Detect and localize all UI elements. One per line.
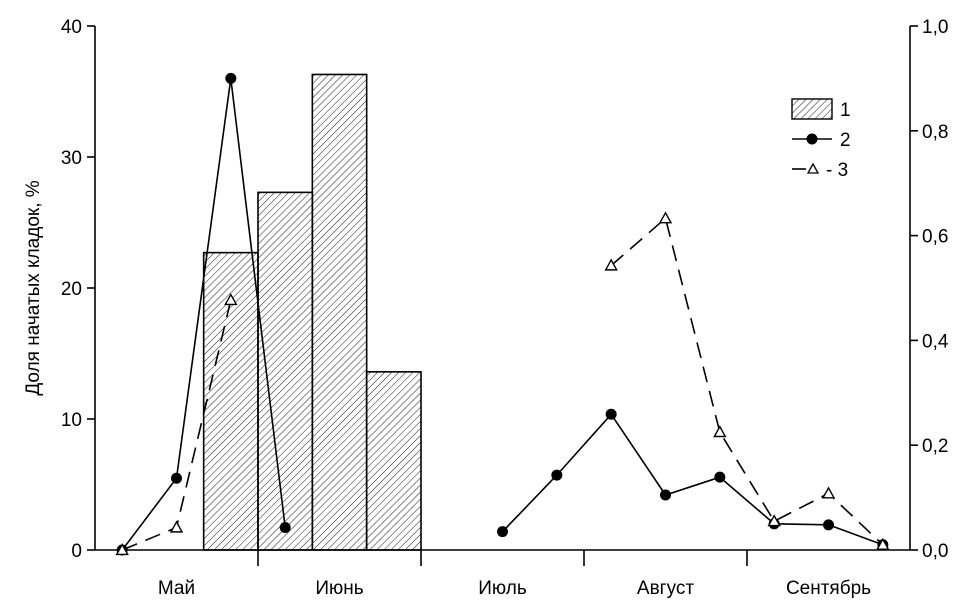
legend-label: - 3 <box>826 160 848 181</box>
series-2-point <box>497 526 508 538</box>
series-2-line <box>501 413 884 546</box>
x-tick-label: Август <box>637 578 694 599</box>
series-3-point <box>767 514 781 527</box>
y-axis-title: Доля начатых кладок, % <box>23 180 44 395</box>
legend: 1 2 - 3 <box>791 98 851 181</box>
series-2-point <box>279 521 291 533</box>
y-right-tick-label: 0,6 <box>922 227 948 248</box>
y-left-tick-label: 40 <box>61 17 82 38</box>
x-tick-label: Май <box>158 578 195 599</box>
series-3-point <box>115 543 129 556</box>
legend-swatch-dot <box>806 133 818 145</box>
x-tick-label: Сентябрь <box>786 578 871 599</box>
legend-swatch-bar <box>791 98 833 120</box>
legend-label: 1 <box>840 100 851 121</box>
series-2-point <box>171 472 182 484</box>
y-right-tick-label: 0,4 <box>922 331 949 352</box>
x-tick-label: Июль <box>478 578 527 599</box>
series-2-point <box>660 489 671 501</box>
bar <box>365 371 422 551</box>
series-3-point <box>713 425 727 438</box>
series-layer <box>115 72 890 556</box>
y-right-tick-label: 0,2 <box>922 436 948 457</box>
y-left-tick-label: 20 <box>61 279 82 300</box>
legend-label: 2 <box>840 130 851 151</box>
series-2-point <box>551 469 563 481</box>
legend-swatch-triangle <box>806 162 820 174</box>
y-right-tick-label: 0,8 <box>922 122 948 143</box>
y-right-tick-label: 0,0 <box>922 541 948 562</box>
series-2-point <box>605 408 617 420</box>
series-2-point <box>225 72 237 84</box>
series-2-point <box>823 519 834 531</box>
series-2-point <box>714 471 726 483</box>
series-2-line <box>121 78 286 551</box>
series-3-point <box>658 211 673 224</box>
y-left-tick-label: 10 <box>61 410 82 431</box>
series-3-line <box>610 216 884 546</box>
y-right-tick-label: 1,0 <box>922 17 948 38</box>
series-3-point <box>604 258 618 271</box>
series-3-point <box>821 486 836 499</box>
y-left-tick-label: 0 <box>71 541 82 562</box>
axes-layer: 0 10 20 30 40 0,0 0,2 0,4 0,6 0,8 1,0 Май Июнь Июль Ав… <box>61 17 949 599</box>
y-left-tick-label: 30 <box>61 148 82 169</box>
series-3-point <box>224 293 238 306</box>
bars-layer <box>202 73 422 551</box>
series-3-point <box>169 520 184 533</box>
bar <box>311 73 368 551</box>
series-3-point <box>876 537 890 550</box>
x-tick-label: Июнь <box>315 578 363 599</box>
